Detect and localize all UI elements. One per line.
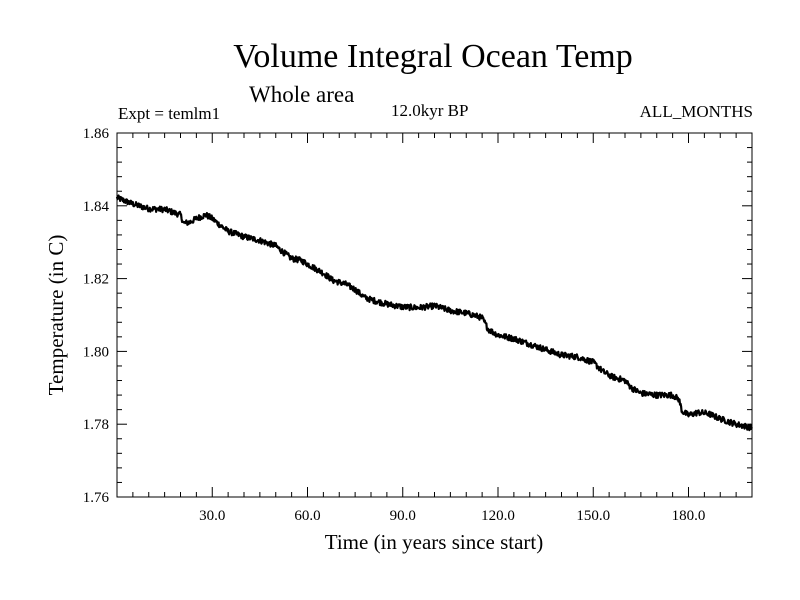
plot-frame	[116, 132, 753, 498]
y-axis-title: Temperature (in C)	[44, 235, 68, 396]
y-tick-label: 1.84	[83, 199, 110, 215]
chart-subtitle: Whole area	[249, 82, 355, 107]
y-tick-label: 1.78	[83, 417, 109, 433]
chart-title: Volume Integral Ocean Temp	[233, 38, 633, 75]
x-tick-label: 180.0	[672, 508, 706, 524]
y-tick-label: 1.76	[83, 490, 110, 506]
experiment-label: Expt = temlm1	[118, 104, 221, 123]
x-tick-label: 60.0	[294, 508, 320, 524]
series-group	[115, 194, 753, 432]
x-axis-title: Time (in years since start)	[325, 530, 544, 554]
months-label: ALL_MONTHS	[639, 102, 753, 121]
x-tick-label: 30.0	[199, 508, 225, 524]
x-tick-label: 90.0	[390, 508, 416, 524]
axis-ticks	[117, 132, 752, 498]
y-tick-label: 1.80	[83, 344, 109, 360]
x-tick-label: 120.0	[481, 508, 515, 524]
y-tick-label: 1.86	[83, 126, 110, 142]
plot-border	[116, 132, 753, 498]
x-tick-label: 150.0	[576, 508, 610, 524]
series-line	[115, 194, 753, 432]
period-label: 12.0kyr BP	[391, 101, 469, 120]
y-tick-label: 1.82	[83, 272, 109, 288]
tick-labels: 30.0 60.0 90.0 120.0 150.0 180.0 1.76 1.78 1.80 1…	[83, 126, 706, 524]
